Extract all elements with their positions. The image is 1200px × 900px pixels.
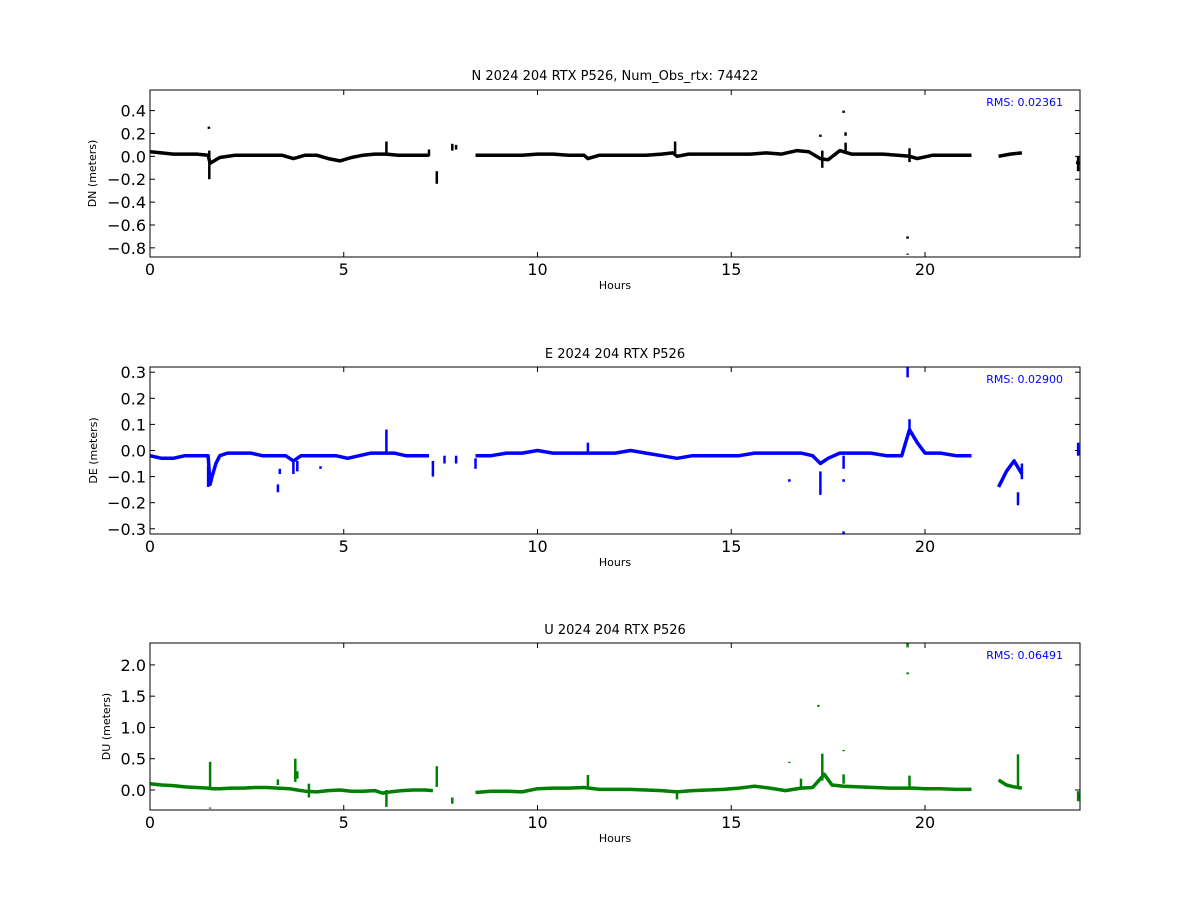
panel-up: U 2024 204 RTX P526 Hours DU (meters) RM… (100, 623, 1081, 845)
panel-east-ytick-label-4: −0.1 (107, 468, 146, 487)
panel-north-xlabel: Hours (599, 279, 631, 292)
panel-north-xtick-label-0: 0 (145, 260, 155, 279)
panel-east: E 2024 204 RTX P526 Hours DE (meters) RM… (87, 347, 1081, 569)
panel-north-xtick-label-2: 10 (527, 260, 547, 279)
panel-up-xtick-label-3: 15 (721, 813, 741, 832)
panel-east-ylabel: DE (meters) (87, 417, 100, 483)
panel-east-xtick-label-1: 5 (339, 537, 349, 556)
panel-east-ytick-label-5: −0.2 (107, 494, 146, 513)
panel-up-ytick-label-0: 2.0 (121, 656, 146, 675)
panel-east-xtick-label-3: 15 (721, 537, 741, 556)
panel-up-ytick-label-3: 0.5 (121, 750, 146, 769)
panel-up-ytick-label-1: 1.5 (121, 687, 146, 706)
panel-up-ytick-label-2: 1.0 (121, 718, 146, 737)
panel-east-title: E 2024 204 RTX P526 (545, 347, 685, 362)
panel-north-xtick-label-3: 15 (721, 260, 741, 279)
panel-north-ytick-label-0: 0.4 (121, 102, 146, 121)
panel-up-xtick-label-0: 0 (145, 813, 155, 832)
panel-east-rms: RMS: 0.02900 (986, 373, 1063, 386)
panel-north-data (150, 110, 1080, 255)
panel-north-title: N 2024 204 RTX P526, Num_Obs_rtx: 74422 (472, 69, 759, 84)
panel-up-xtick-label-4: 20 (915, 813, 935, 832)
panel-north-xtick-label-4: 20 (915, 260, 935, 279)
panel-east-xlabel: Hours (599, 556, 631, 569)
panel-north-frame (149, 89, 1081, 258)
panel-up-ytick-label-4: 0.0 (121, 781, 146, 800)
panel-east-ytick-label-1: 0.2 (121, 389, 146, 408)
panel-north-xtick-label-1: 5 (339, 260, 349, 279)
panel-east-xtick-label-0: 0 (145, 537, 155, 556)
panel-up-series-segment-2 (997, 778, 1023, 790)
panel-north-ytick-label-2: 0.0 (121, 147, 146, 166)
panel-north-series-segment-2 (998, 151, 1023, 159)
panel-east-xtick-label-4: 20 (915, 537, 935, 556)
panel-east-ytick-label-0: 0.3 (121, 363, 146, 382)
panel-east-data (150, 367, 1080, 534)
panel-up-data (150, 643, 1080, 809)
panel-up-xtick-label-1: 5 (339, 813, 349, 832)
panel-up-ylabel: DU (meters) (100, 693, 113, 760)
panel-north-rms: RMS: 0.02361 (986, 96, 1063, 109)
panel-north-series-segment-0 (150, 150, 429, 165)
panel-east-ytick-label-6: −0.3 (107, 520, 146, 539)
panel-up-rms: RMS: 0.06491 (986, 649, 1063, 662)
panel-north-ytick-label-6: −0.8 (107, 239, 146, 258)
panel-up-series-segment-1 (475, 772, 972, 795)
panel-east-series-segment-2 (997, 459, 1024, 488)
panel-north-ytick-label-5: −0.6 (107, 216, 146, 235)
panel-north-ytick-label-1: 0.2 (121, 124, 146, 143)
panel-east-xtick-label-2: 10 (527, 537, 547, 556)
panel-up-xlabel: Hours (599, 832, 631, 845)
panel-north-series-segment-1 (475, 148, 972, 162)
panel-north-ylabel: DN (meters) (86, 140, 99, 208)
panel-east-series-segment-1 (475, 427, 972, 466)
panel-east-ytick-label-3: 0.0 (121, 442, 146, 461)
panel-east-series-segment-0 (150, 451, 429, 487)
panel-up-title: U 2024 204 RTX P526 (544, 623, 686, 638)
panel-north: N 2024 204 RTX P526, Num_Obs_rtx: 74422 … (86, 69, 1081, 292)
panel-up-frame (149, 642, 1081, 811)
panel-east-ytick-label-2: 0.1 (121, 415, 146, 434)
panel-north-ytick-label-3: −0.2 (107, 170, 146, 189)
panel-north-ytick-label-4: −0.4 (107, 193, 146, 212)
panel-up-xtick-label-2: 10 (527, 813, 547, 832)
